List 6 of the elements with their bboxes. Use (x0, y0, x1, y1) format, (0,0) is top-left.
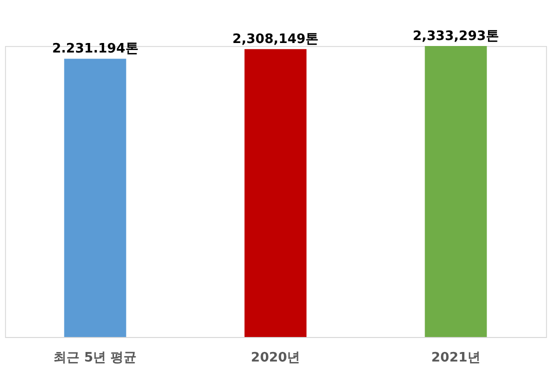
x-tick-label: 2021년 (431, 350, 480, 366)
data-label: 2,333,293톤 (412, 29, 499, 44)
data-label: 2,308,149톤 (232, 32, 319, 48)
x-tick-label: 최근 5년 평균 (54, 350, 137, 366)
x-tick-label: 2020년 (250, 350, 300, 366)
data-label: 2.231.194톤 (52, 42, 138, 57)
